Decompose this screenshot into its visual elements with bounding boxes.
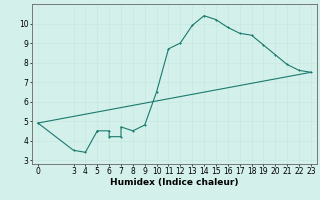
X-axis label: Humidex (Indice chaleur): Humidex (Indice chaleur): [110, 178, 239, 187]
